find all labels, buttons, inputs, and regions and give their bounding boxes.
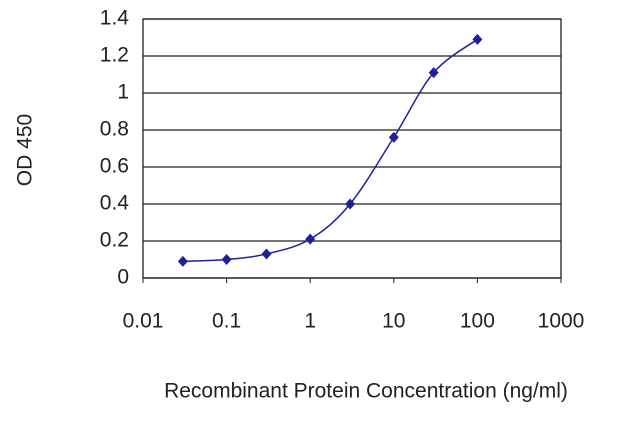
x-tick-label: 10 (382, 310, 405, 333)
data-point (388, 131, 399, 143)
data-point (261, 248, 272, 260)
y-tick-label: 1 (117, 81, 129, 104)
y-tick-label: 0.6 (100, 155, 129, 178)
x-tick-label: 1000 (538, 310, 585, 333)
y-tick-label: 0.4 (100, 192, 130, 215)
x-tick-label: 100 (460, 310, 495, 333)
data-point (221, 254, 232, 265)
data-point (345, 198, 356, 210)
x-tick-label: 0.1 (212, 310, 241, 333)
y-tick-label: 0.2 (100, 229, 129, 252)
y-tick-label: 1.4 (100, 7, 130, 30)
x-axis-label: Recombinant Protein Concentration (ng/ml… (164, 380, 568, 403)
data-point (428, 67, 439, 79)
y-axis-label: OD 450 (14, 114, 37, 186)
data-point (305, 233, 316, 245)
data-point (177, 255, 188, 267)
x-tick-label: 0.01 (123, 310, 164, 333)
y-tick-label: 0 (117, 266, 129, 289)
x-tick-label: 1 (304, 310, 316, 333)
data-point (472, 33, 483, 45)
y-tick-label: 1.2 (100, 44, 129, 67)
y-tick-label: 0.8 (100, 118, 129, 141)
plot-area (142, 18, 562, 279)
data-line (182, 38, 478, 263)
